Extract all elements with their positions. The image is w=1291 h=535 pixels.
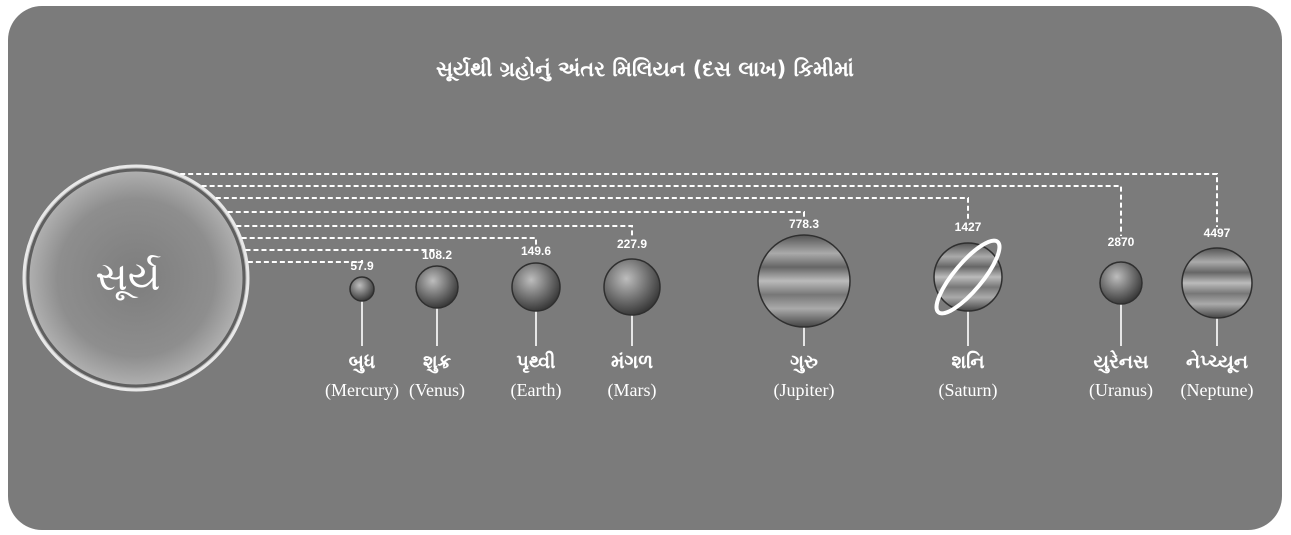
planet-name-english: (Jupiter) xyxy=(774,380,835,401)
planet-name-english: (Uranus) xyxy=(1089,380,1153,401)
distance-label: 57.9 xyxy=(350,259,374,273)
planet xyxy=(934,243,1002,311)
planet xyxy=(512,263,560,311)
distance-label: 4497 xyxy=(1204,226,1231,240)
planet-name-english: (Mercury) xyxy=(325,380,399,401)
planet-name: બુધ xyxy=(349,351,376,373)
planet-name: નેપ્ચ્યૂન xyxy=(1186,350,1248,374)
planet-name-english: (Earth) xyxy=(511,380,562,401)
planet xyxy=(1182,248,1252,318)
distance-label: 108.2 xyxy=(422,248,452,262)
title: સૂર્યથી ગ્રહોનું અંતર મિલિયન (દસ લાખ) કિ… xyxy=(436,56,854,82)
planet-name: મંગળ xyxy=(611,351,653,373)
planet xyxy=(604,259,660,315)
planet-name: પૃથ્વી xyxy=(517,351,557,373)
planet-name-english: (Saturn) xyxy=(939,380,998,401)
planet-name: ગુરુ xyxy=(790,351,818,373)
planet xyxy=(758,235,850,327)
page: {"title": "સૂર્યથી ગ્રહોનું અંતર મિલિયન … xyxy=(0,0,1291,535)
planet-name: યુરેનસ xyxy=(1094,350,1149,373)
planet xyxy=(1100,262,1142,304)
diagram: સૂર્યથી ગ્રહોનું અંતર મિલિયન (દસ લાખ) કિ… xyxy=(0,0,1291,535)
planet xyxy=(416,266,458,308)
planet-name: શનિ xyxy=(951,351,984,373)
sun-label: સૂર્ય xyxy=(95,254,160,301)
planet-name-english: (Venus) xyxy=(409,380,465,401)
planet-name: શુક્ર xyxy=(423,351,452,373)
planet-name-english: (Neptune) xyxy=(1181,380,1254,401)
planet xyxy=(350,277,374,301)
distance-label: 2870 xyxy=(1108,235,1135,249)
distance-label: 227.9 xyxy=(617,237,647,251)
distance-label: 149.6 xyxy=(521,244,551,258)
planet-name-english: (Mars) xyxy=(608,380,657,401)
distance-label: 778.3 xyxy=(789,217,819,231)
distance-label: 1427 xyxy=(955,220,982,234)
